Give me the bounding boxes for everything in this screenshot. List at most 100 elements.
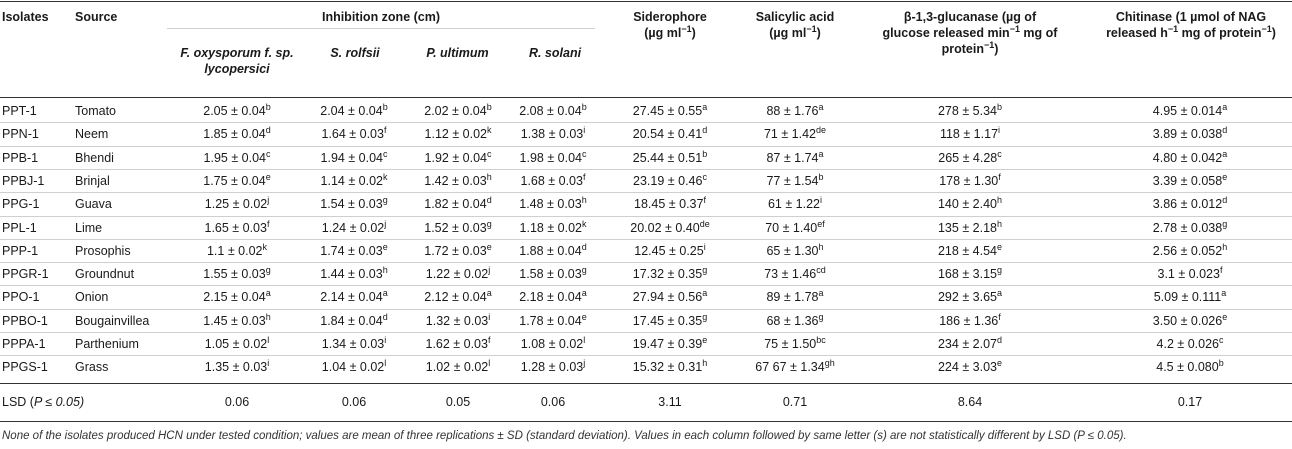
row-divider — [0, 332, 1292, 333]
significance-letter: d — [265, 125, 271, 136]
value-cell: 1.12 ± 0.02k — [378, 126, 538, 142]
value-text: 1.94 ± 0.04 — [320, 150, 383, 165]
value-cell: 1.02 ± 0.02l — [378, 359, 538, 375]
value-text: 1.08 ± 0.02 — [520, 337, 584, 351]
significance-letter: b — [702, 148, 708, 159]
source-cell: Bougainvillea — [75, 313, 150, 328]
value-text: 25.44 ± 0.51 — [632, 150, 703, 165]
value-text: 1.34 ± 0.03 — [321, 337, 385, 351]
significance-letter: e — [486, 241, 492, 252]
significance-letter: e — [581, 311, 587, 322]
value-cell: 87 ± 1.74a — [715, 148, 875, 166]
header-salicylic-close: ) — [816, 26, 821, 40]
header-salicylic-unit: (µg ml — [769, 26, 807, 40]
row-divider — [0, 145, 1292, 147]
value-text: 75 ± 1.50 — [764, 337, 817, 351]
significance-letter: a — [702, 288, 708, 299]
value-text: 168 ± 3.15 — [937, 267, 997, 282]
isolate-cell: PPGR-1 — [2, 267, 49, 282]
significance-letter: b — [996, 102, 1002, 112]
value-cell: 1.1 ± 0.02k — [157, 241, 317, 259]
value-cell: 25.44 ± 0.51b — [590, 148, 750, 166]
significance-letter: e — [702, 335, 708, 345]
value-cell: 3.39 ± 0.058e — [1110, 172, 1270, 189]
significance-letter: c — [997, 148, 1002, 159]
value-text: 17.32 ± 0.35 — [632, 267, 703, 282]
value-text: 20.54 ± 0.41 — [632, 127, 703, 142]
value-cell: 68 ± 1.36g — [715, 312, 875, 329]
significance-letter: b — [818, 171, 824, 182]
significance-letter: g — [1222, 218, 1228, 229]
value-cell: 1.04 ± 0.02l — [274, 359, 434, 375]
significance-letter: h — [818, 241, 824, 252]
value-text: 1.48 ± 0.03 — [519, 197, 582, 212]
value-text: 278 ± 5.34 — [937, 104, 997, 118]
significance-letter: k — [581, 218, 587, 229]
value-cell: 70 ± 1.40ef — [715, 219, 875, 236]
significance-letter: j — [488, 265, 491, 276]
significance-letter: e — [265, 171, 271, 182]
significance-letter: b — [581, 102, 587, 112]
value-text: 1.55 ± 0.03 — [203, 267, 266, 282]
lsd-value: 0.06 — [540, 395, 566, 409]
significance-letter: c — [486, 148, 492, 159]
significance-letter: d — [581, 241, 587, 252]
header-f-oxysporum-line1: F. oxysporum f. sp. — [180, 46, 294, 60]
value-cell: 1.64 ± 0.03f — [274, 126, 434, 142]
table-footnote: None of the isolates produced HCN under … — [2, 430, 1127, 442]
value-cell: 1.54 ± 0.03g — [274, 196, 434, 212]
lsd-label: LSD (P ≤ 0.05) — [2, 394, 84, 410]
value-text: 1.38 ± 0.03 — [520, 127, 584, 142]
value-text: 1.92 ± 0.04 — [424, 150, 487, 165]
header-p-ultimum: P. ultimum — [426, 46, 489, 60]
value-cell: 23.19 ± 0.46c — [590, 172, 750, 189]
value-text: 15.32 ± 0.31 — [632, 360, 703, 375]
inhibition-zone-underline — [167, 28, 595, 29]
significance-letter: f — [487, 335, 491, 345]
value-text: 3.1 ± 0.023 — [1157, 267, 1220, 282]
significance-letter: e — [1222, 311, 1228, 322]
value-text: 27.45 ± 0.55 — [632, 104, 703, 118]
header-glucanase-exp1: −1 — [1009, 24, 1020, 34]
significance-letter: k — [262, 241, 268, 252]
header-glucanase-line2: glucose released min — [882, 26, 1010, 40]
isolate-cell: PPPA-1 — [2, 337, 46, 351]
significance-letter: a — [818, 148, 824, 159]
row-divider — [0, 215, 1292, 217]
value-cell: 140 ± 2.40h — [890, 196, 1050, 212]
row-divider — [0, 122, 1292, 124]
significance-letter: a — [486, 288, 492, 299]
value-text: 1.52 ± 0.03 — [424, 220, 487, 235]
value-cell: 1.14 ± 0.02k — [274, 172, 434, 189]
header-salicylic-exp: −1 — [806, 24, 817, 34]
value-text: 23.19 ± 0.46 — [633, 173, 703, 188]
significance-letter: a — [702, 102, 708, 112]
significance-letter: f — [266, 218, 270, 229]
value-text: 2.04 ± 0.04 — [320, 104, 383, 118]
source-cell: Grass — [75, 360, 109, 375]
value-text: 3.89 ± 0.038 — [1152, 127, 1223, 142]
significance-letter: g — [702, 265, 708, 276]
value-text: 178 ± 1.30 — [939, 173, 999, 188]
significance-letter: de — [816, 125, 827, 136]
value-cell: 20.02 ± 0.40de — [590, 219, 750, 236]
value-cell: 178 ± 1.30f — [890, 172, 1050, 189]
value-cell: 2.08 ± 0.04b — [473, 103, 633, 119]
value-cell: 1.28 ± 0.03j — [473, 359, 633, 375]
significance-letter: gh — [824, 358, 835, 369]
value-text: 2.05 ± 0.04 — [203, 104, 266, 118]
value-cell: 19.47 ± 0.39e — [590, 336, 750, 352]
value-text: 234 ± 2.07 — [937, 337, 997, 351]
header-s-rolfsii: S. rolfsii — [330, 46, 380, 60]
significance-letter: i — [583, 125, 586, 136]
value-text: 67 67 ± 1.34 — [755, 360, 825, 375]
header-glucanase-line3: protein — [941, 42, 984, 56]
header-chitinase-line2b: mg of protein — [1178, 26, 1262, 40]
header-siderophore-exp: −1 — [681, 24, 692, 34]
significance-letter: g — [382, 195, 388, 206]
value-cell: 65 ± 1.30h — [715, 241, 875, 259]
value-text: 1.95 ± 0.04 — [203, 150, 266, 165]
value-text: 87 ± 1.74 — [766, 150, 819, 165]
significance-letter: l — [267, 335, 270, 345]
header-isolates: Isolates — [2, 10, 49, 24]
